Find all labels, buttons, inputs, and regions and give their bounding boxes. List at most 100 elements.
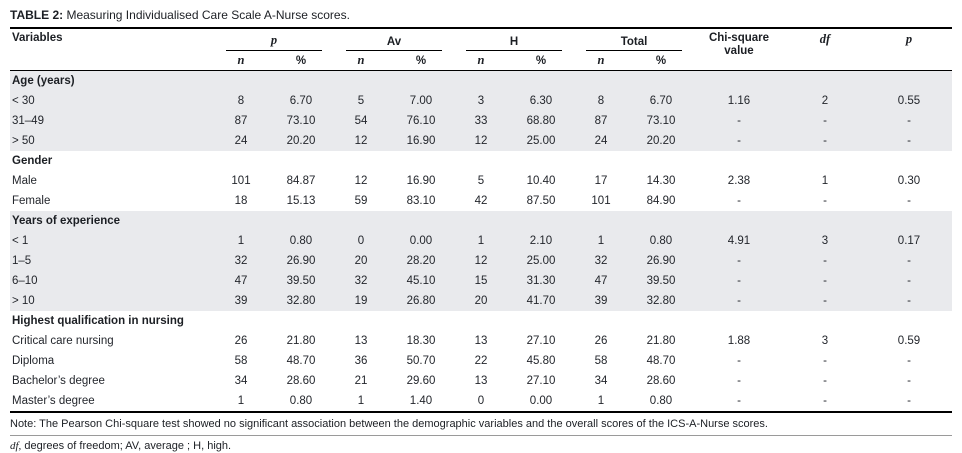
table-note: Note: The Pearson Chi-square test showed… xyxy=(10,413,952,436)
col-group-p: p xyxy=(214,28,334,51)
cell-value: - xyxy=(694,131,784,151)
table-row: Female 18 15.13 59 83.10 42 87.50 101 84.90 - - - xyxy=(10,191,952,211)
cell-value: - xyxy=(823,195,827,207)
cell-value: - xyxy=(737,375,741,387)
row-label: < 1 xyxy=(10,231,214,251)
cell-value: 54 xyxy=(334,111,388,131)
row-label: Bachelor’s degree xyxy=(12,375,105,387)
cell-value: 20 xyxy=(454,291,508,311)
cell-value: 87 xyxy=(214,111,268,131)
col-group-av: Av xyxy=(334,28,454,51)
cell-value: 34 xyxy=(594,375,608,387)
cell-value: 6.70 xyxy=(628,91,694,111)
cell-value: - xyxy=(907,395,911,407)
table-notes: Note: The Pearson Chi-square test showed… xyxy=(10,413,952,453)
cell-value: 68.80 xyxy=(508,111,574,131)
cell-value: 18 xyxy=(234,195,248,207)
row-label: Master’s degree xyxy=(12,395,95,407)
cell-value: 21.80 xyxy=(646,335,676,347)
subcol-n: n xyxy=(214,51,268,71)
cell-value: 47 xyxy=(574,271,628,291)
cell-value: 42 xyxy=(474,195,488,207)
cell-value: 25.00 xyxy=(508,251,574,271)
table-row: 1–5 32 26.90 20 28.20 12 25.00 32 26.90- - - xyxy=(10,251,952,271)
table-header: Variables p Av H Total Chi-square value … xyxy=(10,28,952,71)
cell-value: 33 xyxy=(454,111,508,131)
subcol-pct: % xyxy=(388,51,454,71)
row-label: 6–10 xyxy=(10,271,214,291)
cell-value: 13 xyxy=(354,335,368,347)
cell-value: 13 xyxy=(474,335,488,347)
cell-value: 39 xyxy=(214,291,268,311)
cell-value: 20.20 xyxy=(268,131,334,151)
cell-value: 0.80 xyxy=(628,231,694,251)
cell-value: 10.40 xyxy=(526,175,556,187)
cell-value: - xyxy=(866,111,952,131)
cell-value: 24 xyxy=(214,131,268,151)
cell-value: 58 xyxy=(234,355,248,367)
cell-value: 1 xyxy=(237,395,245,407)
cell-value: 73.10 xyxy=(268,111,334,131)
cell-value: 32 xyxy=(334,271,388,291)
cell-value: 21.80 xyxy=(286,335,316,347)
row-label: 31–49 xyxy=(10,111,214,131)
cell-value: 0 xyxy=(477,395,485,407)
cell-value: 26.90 xyxy=(628,251,694,271)
cell-value: 87.50 xyxy=(526,195,556,207)
cell-value: 26.90 xyxy=(268,251,334,271)
cell-value: 39 xyxy=(574,291,628,311)
col-header-variables: Variables xyxy=(10,28,214,71)
section-row: Age (years) xyxy=(10,70,952,91)
table-row: 31–49 87 73.10 54 76.10 33 68.80 87 73.10- - - xyxy=(10,111,952,131)
cell-value: - xyxy=(823,355,827,367)
col-header-chi-square: Chi-square value xyxy=(694,28,784,71)
cell-value: - xyxy=(907,195,911,207)
cell-value: 5 xyxy=(477,175,485,187)
cell-value: 19 xyxy=(334,291,388,311)
cell-value: 1.40 xyxy=(409,395,433,407)
cell-value: 3 xyxy=(821,335,829,347)
cell-value: 34 xyxy=(234,375,248,387)
row-label: > 50 xyxy=(10,131,214,151)
cell-value: - xyxy=(907,355,911,367)
cell-value: - xyxy=(784,131,866,151)
cell-value: 1 xyxy=(357,395,365,407)
cell-value: - xyxy=(823,395,827,407)
cell-value: 31.30 xyxy=(508,271,574,291)
cell-value: - xyxy=(866,271,952,291)
cell-value: 12 xyxy=(354,175,368,187)
abbreviation-note-text: degrees of freedom; AV, average ; H, hig… xyxy=(21,440,232,452)
row-label: < 30 xyxy=(10,91,214,111)
df-abbreviation: df, xyxy=(10,440,22,452)
cell-value: 101 xyxy=(231,175,251,187)
table-row: > 50 24 20.20 12 16.90 12 25.00 24 20.20- - - xyxy=(10,131,952,151)
cell-value: 13 xyxy=(474,375,488,387)
cell-value: - xyxy=(694,111,784,131)
cell-value: 0.30 xyxy=(897,175,921,187)
row-label: > 10 xyxy=(10,291,214,311)
cell-value: - xyxy=(737,195,741,207)
cell-value: 45.80 xyxy=(526,355,556,367)
table-number-label: TABLE 2: xyxy=(10,8,64,22)
table-row: Bachelor’s degree 34 28.60 21 29.60 13 27.10 34… xyxy=(10,371,952,391)
cell-value: 47 xyxy=(214,271,268,291)
cell-value: - xyxy=(737,395,741,407)
cell-value: 1 xyxy=(454,231,508,251)
cell-value: 76.10 xyxy=(388,111,454,131)
ics-scores-table: Variables p Av H Total Chi-square value … xyxy=(10,27,952,413)
cell-value: 2 xyxy=(784,91,866,111)
cell-value: 0.80 xyxy=(268,231,334,251)
cell-value: - xyxy=(737,355,741,367)
cell-value: 0.00 xyxy=(529,395,553,407)
cell-value: - xyxy=(784,251,866,271)
cell-value: 45.10 xyxy=(388,271,454,291)
col-group-h: H xyxy=(454,28,574,51)
cell-value: 14.30 xyxy=(646,175,676,187)
table-row: Critical care nursing 26 21.80 13 18.30 13 27.… xyxy=(10,331,952,351)
cell-value: 12 xyxy=(454,131,508,151)
col-header-p: p xyxy=(866,28,952,71)
cell-value: 20 xyxy=(334,251,388,271)
table-row: > 10 39 32.80 19 26.80 20 41.70 39 32.80- - - xyxy=(10,291,952,311)
subcol-n: n xyxy=(454,51,508,71)
